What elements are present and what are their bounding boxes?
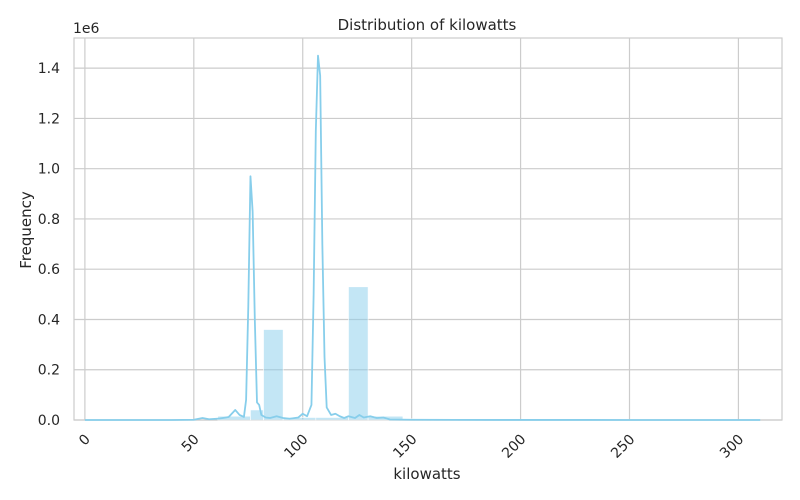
y-tick-label: 1.4 — [38, 61, 60, 77]
y-tick-label: 0.2 — [38, 363, 60, 379]
chart-title: Distribution of kilowatts — [338, 16, 517, 34]
y-tick-label: 0.4 — [38, 312, 60, 328]
y-tick-label: 1.2 — [38, 111, 60, 127]
y-tick-label: 0.0 — [38, 413, 60, 429]
kde-curve-group — [84, 54, 761, 421]
y-tick-label: 0.6 — [38, 262, 60, 278]
histogram-bar — [263, 329, 284, 421]
x-axis-label: kilowatts — [393, 465, 460, 483]
kde-curve — [84, 54, 761, 421]
histogram-bars — [217, 286, 630, 421]
y-axis-label: Frequency — [17, 191, 35, 269]
histogram-bar — [348, 286, 369, 421]
y-tick-label: 0.8 — [38, 212, 60, 228]
y-tick-labels: 0.0 0.2 0.4 0.6 0.8 1.0 1.2 1.4 — [38, 61, 60, 429]
y-axis-offset-label: 1e6 — [73, 21, 100, 37]
y-tick-label: 1.0 — [38, 162, 60, 178]
grid-lines — [74, 38, 782, 421]
